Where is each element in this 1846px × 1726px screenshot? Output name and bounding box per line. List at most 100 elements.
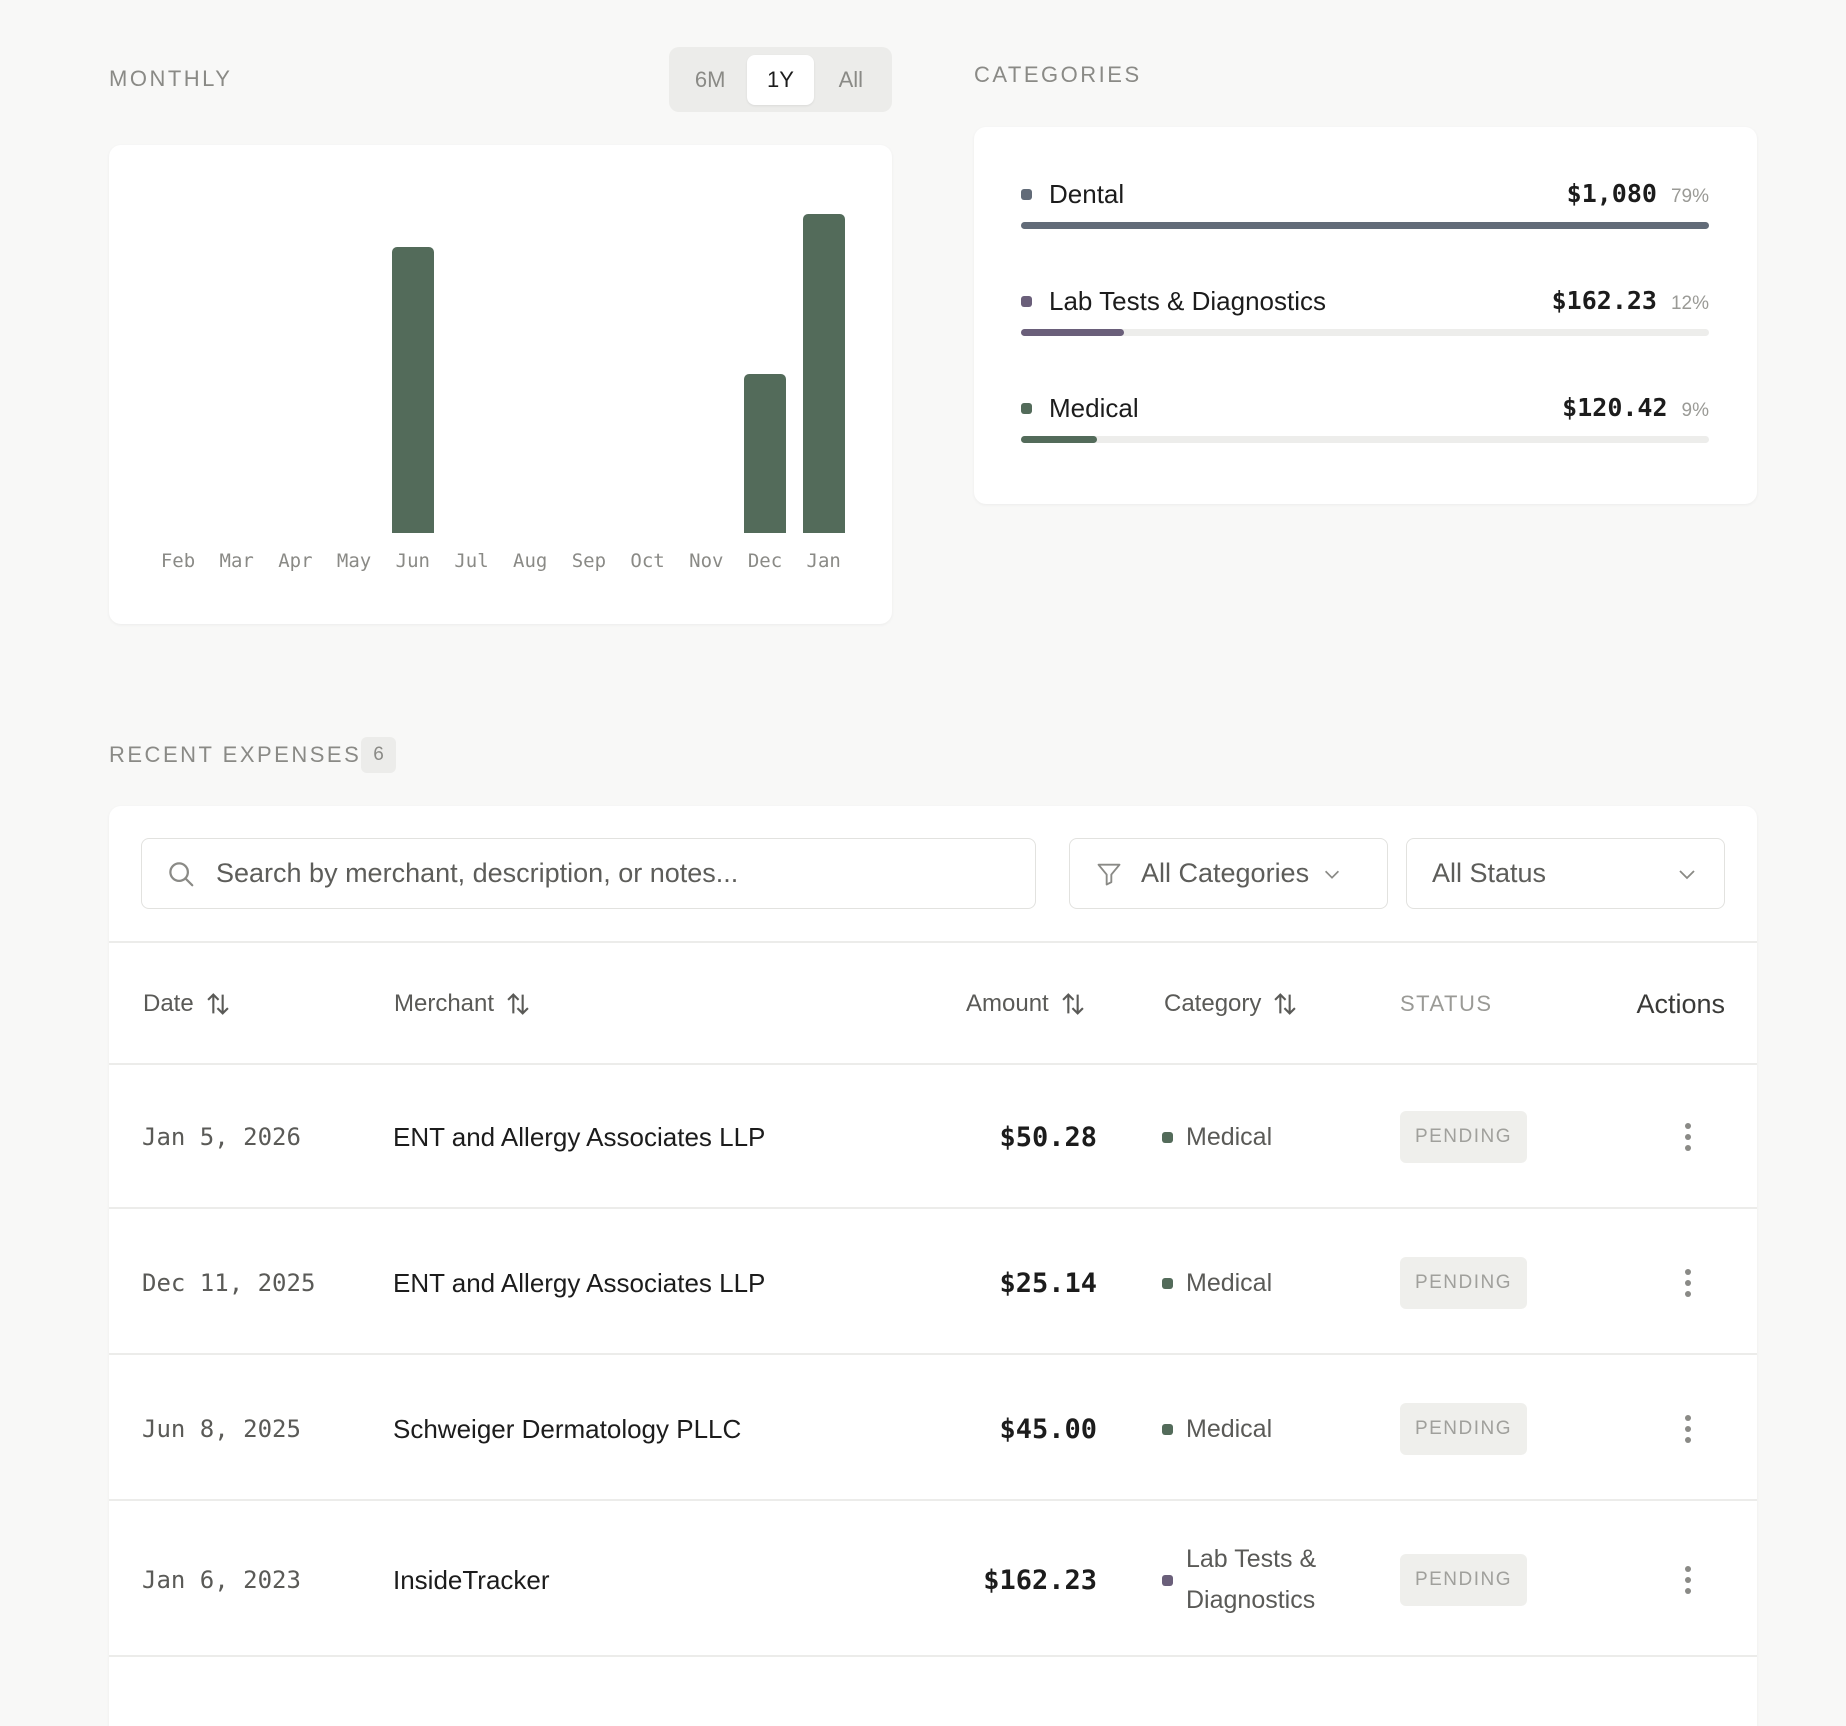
column-header-amount[interactable]: Amount xyxy=(966,986,1087,1022)
category-amount: $162.23 xyxy=(1551,286,1657,315)
x-tick-label: Mar xyxy=(219,550,254,572)
search-input[interactable]: Search by merchant, description, or note… xyxy=(141,838,1036,909)
column-header-actions: Actions xyxy=(1636,988,1725,1019)
x-tick-label: Aug xyxy=(513,550,548,572)
x-tick-label: Jan xyxy=(806,550,841,572)
expense-merchant: ENT and Allergy Associates LLP xyxy=(393,1267,766,1298)
expense-category: Medical xyxy=(1162,1357,1272,1501)
expense-merchant: Schweiger Dermatology PLLC xyxy=(393,1413,742,1444)
expense-status: PENDING xyxy=(1400,1357,1527,1501)
search-icon xyxy=(169,861,194,886)
more-actions-icon[interactable] xyxy=(1680,1357,1696,1501)
sort-icon xyxy=(504,990,532,1018)
filter-icon xyxy=(1097,863,1121,885)
categories-section-label: CATEGORIES xyxy=(974,62,1142,87)
expense-status: PENDING xyxy=(1400,1065,1527,1209)
category-row[interactable]: Medical $120.42 9% xyxy=(1021,393,1709,448)
table-row[interactable]: Jan 6, 2023 InsideTracker $162.23 Lab Te… xyxy=(109,1503,1757,1657)
more-actions-icon[interactable] xyxy=(1680,1065,1696,1209)
x-tick-label: Nov xyxy=(689,550,724,572)
expense-status: PENDING xyxy=(1400,1211,1527,1355)
search-placeholder: Search by merchant, description, or note… xyxy=(216,858,739,888)
column-header-merchant[interactable]: Merchant xyxy=(394,986,532,1022)
expense-status: PENDING xyxy=(1400,1503,1527,1657)
more-actions-icon[interactable] xyxy=(1680,1503,1696,1657)
expense-category: Medical xyxy=(1162,1211,1272,1355)
category-row[interactable]: Lab Tests & Diagnostics $162.23 12% xyxy=(1021,286,1709,341)
category-filter-select[interactable]: All Categories xyxy=(1069,838,1388,909)
category-name: Dental xyxy=(1049,179,1125,209)
range-option-all[interactable]: All xyxy=(838,66,864,92)
category-percent: 9% xyxy=(1681,400,1709,421)
category-percent: 79% xyxy=(1670,186,1709,207)
x-tick-label: Dec xyxy=(747,550,783,572)
expense-amount: $25.14 xyxy=(999,1267,1097,1299)
monthly-bar-chart: Feb Mar Apr May Jun Jul Aug Sep Oct Nov Dec Jan xyxy=(109,145,892,624)
divider xyxy=(109,1499,1757,1501)
sort-icon xyxy=(204,990,232,1018)
x-tick-label: Oct xyxy=(630,550,665,572)
expense-category-label: Lab Tests & Diagnostics xyxy=(1186,1545,1317,1614)
more-actions-icon[interactable] xyxy=(1680,1211,1696,1355)
expense-date: Jan 5, 2026 xyxy=(142,1123,301,1151)
category-name-wrap: Medical xyxy=(1021,393,1139,424)
column-label: Date xyxy=(143,990,194,1017)
expense-date: Jan 6, 2023 xyxy=(142,1566,301,1594)
expense-category: Lab Tests & Diagnostics xyxy=(1162,1503,1336,1657)
x-tick-label: Jul xyxy=(454,550,489,572)
category-values: $162.23 12% xyxy=(1552,286,1709,315)
category-row[interactable]: Dental $1,080 79% xyxy=(1021,179,1709,234)
categories-card: Dental $1,080 79% Lab Tests & Diagnostics… xyxy=(974,127,1757,504)
category-values: $120.42 9% xyxy=(1562,393,1709,422)
bar-dec xyxy=(744,373,786,533)
range-option-1y[interactable]: 1Y xyxy=(747,54,814,105)
divider xyxy=(109,1353,1757,1355)
divider xyxy=(109,1063,1757,1065)
table-row[interactable]: Jun 8, 2025 Schweiger Dermatology PLLC $… xyxy=(109,1357,1757,1501)
range-option-6m[interactable]: 6M xyxy=(694,66,726,92)
category-progress-bar xyxy=(1021,436,1709,443)
category-dot-icon xyxy=(1162,1423,1173,1435)
x-tick-label: Sep xyxy=(571,550,607,572)
category-values: $1,080 79% xyxy=(1567,179,1709,208)
category-progress-bar xyxy=(1021,222,1709,229)
column-header-category[interactable]: Category xyxy=(1164,986,1299,1022)
category-dot-icon xyxy=(1162,1131,1173,1143)
table-row[interactable]: Dec 11, 2025 ENT and Allergy Associates … xyxy=(109,1211,1757,1355)
status-badge: PENDING xyxy=(1400,1403,1527,1455)
divider xyxy=(109,941,1757,943)
category-name-wrap: Dental xyxy=(1021,179,1124,210)
column-label: Merchant xyxy=(394,990,495,1017)
expense-amount: $50.28 xyxy=(999,1121,1097,1153)
expense-merchant: ENT and Allergy Associates LLP xyxy=(393,1121,766,1152)
status-badge: PENDING xyxy=(1400,1554,1527,1606)
status-filter-value: All Status xyxy=(1432,858,1547,888)
expense-merchant: InsideTracker xyxy=(393,1564,550,1595)
status-filter-select[interactable]: All Status xyxy=(1406,838,1725,909)
expense-date: Jun 8, 2025 xyxy=(142,1415,301,1443)
category-dot-icon xyxy=(1162,1574,1173,1586)
column-header-date[interactable]: Date xyxy=(143,986,232,1022)
category-progress-fill xyxy=(1021,329,1125,336)
chevron-down-icon xyxy=(1325,870,1340,879)
expense-category-label: Medical xyxy=(1186,1414,1273,1443)
category-amount: $1,080 xyxy=(1566,179,1657,208)
column-label: Amount xyxy=(966,990,1049,1017)
status-badge: PENDING xyxy=(1400,1111,1527,1163)
sort-icon xyxy=(1059,990,1087,1018)
expense-amount: $45.00 xyxy=(999,1413,1097,1445)
expense-category: Medical xyxy=(1162,1065,1272,1209)
expense-category-label: Medical xyxy=(1186,1122,1273,1151)
sort-icon xyxy=(1271,990,1299,1018)
x-tick-label: Jun xyxy=(395,550,430,572)
column-label: Category xyxy=(1164,990,1262,1017)
divider xyxy=(109,1655,1757,1657)
table-row[interactable]: Jan 5, 2026 ENT and Allergy Associates L… xyxy=(109,1065,1757,1209)
category-name: Lab Tests & Diagnostics xyxy=(1049,286,1326,316)
monthly-chart-card: Feb Mar Apr May Jun Jul Aug Sep Oct Nov Dec Jan xyxy=(109,145,892,624)
category-progress-fill xyxy=(1021,436,1097,443)
bar-jan xyxy=(802,214,845,533)
category-dot-icon xyxy=(1162,1277,1173,1289)
category-filter-value: All Categories xyxy=(1141,858,1310,888)
x-tick-label: Apr xyxy=(278,550,313,572)
